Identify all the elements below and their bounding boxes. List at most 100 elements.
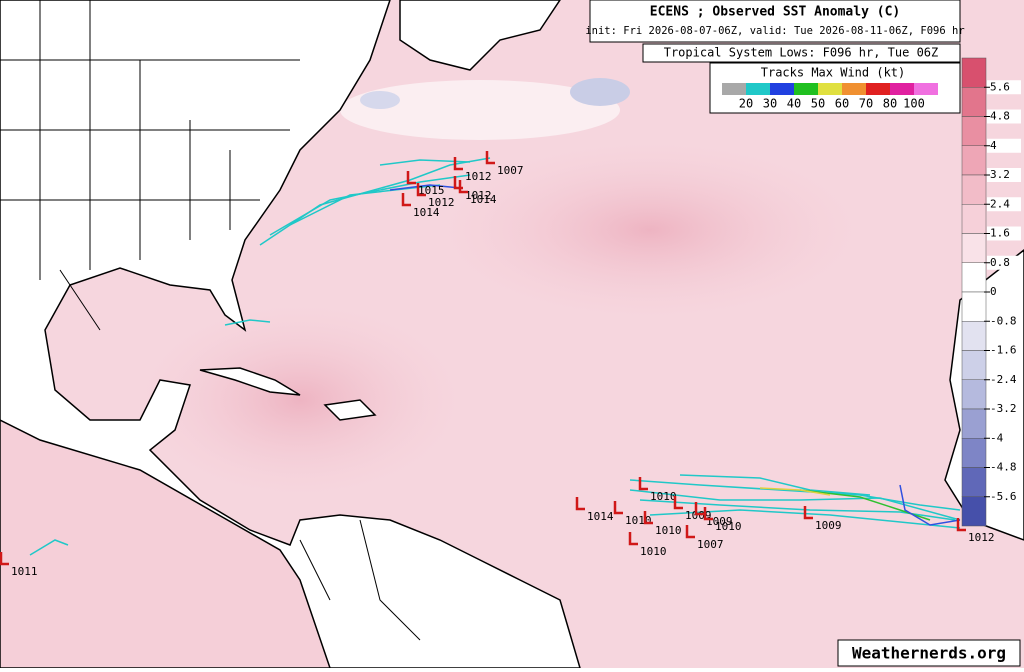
- lows-title: Tropical System Lows: F096 hr, Tue 06Z: [664, 46, 939, 60]
- low-label: 1010: [640, 545, 667, 558]
- low-label: 1010: [625, 514, 652, 527]
- colorbar-label-bg: [987, 109, 1021, 124]
- colorbar-cell: [961, 408, 987, 439]
- anomaly: [390, 120, 910, 340]
- legend-label: 60: [835, 97, 849, 111]
- title: ECENS ; Observed SST Anomaly (C): [650, 5, 900, 20]
- cuba: [199, 367, 301, 396]
- legend-title: Tracks Max Wind (kt): [761, 66, 906, 80]
- colorbar-cell: [961, 291, 987, 322]
- colorbar-label-bg: [987, 80, 1021, 95]
- colorbar-cell: [961, 438, 987, 468]
- colorbar-cell: [961, 116, 987, 146]
- legend-label: 40: [787, 97, 801, 111]
- watermark: Weathernerds.org: [852, 644, 1006, 663]
- colorbar-label: -2.4: [990, 373, 1017, 386]
- colorbar-cell: [961, 467, 987, 497]
- colorbar-label-bg: [987, 372, 1021, 387]
- low-label: 1010: [655, 524, 682, 537]
- colorbar-label: 4.8: [990, 110, 1010, 123]
- colorbar-label: -4.8: [990, 461, 1017, 474]
- low-label: 1014: [413, 206, 440, 219]
- low-marker: [458, 180, 468, 194]
- canada: [399, 0, 561, 71]
- low-marker: [673, 496, 683, 510]
- low-label: 1012: [465, 189, 492, 202]
- legend-label: 50: [811, 97, 825, 111]
- colorbar-label-bg: [987, 343, 1021, 358]
- low-marker: [575, 497, 585, 511]
- legend-label: 80: [883, 97, 897, 111]
- low-label: 1011: [11, 565, 38, 578]
- colorbar-label: -1.6: [990, 344, 1017, 357]
- colorbar-label: 5.6: [990, 80, 1010, 93]
- colorbar-cell: [961, 321, 987, 351]
- anomaly: [360, 91, 400, 109]
- colorbar-label-bg: [987, 285, 1021, 299]
- colorbar-cell: [961, 350, 987, 380]
- subtitle: init: Fri 2026-08-07-06Z, valid: Tue 202…: [585, 25, 964, 37]
- colorbar-cell: [961, 145, 987, 176]
- low-label: 1012: [465, 170, 492, 183]
- colorbar-label: 4: [990, 139, 997, 152]
- low-label: 1014: [587, 510, 614, 523]
- colorbar-label: 0: [990, 285, 997, 298]
- low-marker: [643, 511, 653, 525]
- colorbar-label-bg: [987, 489, 1021, 504]
- colorbar-label-bg: [987, 226, 1021, 241]
- low-marker: [803, 506, 813, 520]
- legend-label: 100: [903, 97, 925, 111]
- colorbar-label: -4: [990, 431, 1004, 444]
- colorbar-label: 1.6: [990, 227, 1010, 240]
- colorbar-label: -5.6: [990, 490, 1017, 503]
- colorbar-label: 0.8: [990, 256, 1010, 269]
- low-label: 1014: [470, 193, 497, 206]
- low-label: 1012: [428, 196, 455, 209]
- lows-title-box: [642, 43, 961, 63]
- colorbar-cell: [961, 57, 987, 88]
- low-marker: [956, 518, 966, 532]
- low-label: 1007: [497, 164, 524, 177]
- colorbar-label: 2.4: [990, 197, 1010, 210]
- low-label: 1009: [815, 519, 842, 532]
- colorbar-cell: [961, 233, 987, 263]
- legend-swatches: [722, 83, 938, 95]
- colorbar-cell: [961, 262, 987, 293]
- colorbar-label-bg: [987, 197, 1021, 212]
- colorbar-label-bg: [987, 460, 1021, 475]
- anomaly: [100, 280, 500, 520]
- low-marker: [416, 183, 426, 197]
- low-marker: [0, 552, 9, 566]
- colorbar-label-bg: [987, 168, 1021, 182]
- borders: [0, 0, 421, 641]
- legend-label: 70: [859, 97, 873, 111]
- low-label: 1010: [650, 490, 677, 503]
- low-marker: [685, 525, 695, 539]
- colorbar-label: 3.2: [990, 168, 1010, 181]
- colorbar-label-bg: [987, 402, 1021, 416]
- colorbar-label: -3.2: [990, 402, 1017, 415]
- title-box: [589, 0, 961, 43]
- low-marker: [694, 502, 704, 516]
- colorbar-cell: [961, 87, 987, 117]
- low-marker: [613, 501, 623, 515]
- low-marker: [703, 507, 713, 521]
- colorbar-cell: [961, 496, 987, 527]
- colorbar-label: -0.8: [990, 314, 1017, 327]
- anomaly: [340, 80, 620, 140]
- colorbar-cell: [961, 174, 987, 205]
- low-marker: [406, 171, 416, 185]
- low-marker: [401, 193, 411, 207]
- colorbar: 5.6 4.8 4 3.2 2.4 1.6 0.8 0 -0.8 -1.6 -2.4 -3.2 -4 -4…: [961, 57, 1021, 527]
- tracks: [29, 157, 961, 556]
- colorbar-label-bg: [987, 255, 1021, 270]
- colorbar-label-bg: [987, 431, 1021, 446]
- hispaniola: [323, 399, 377, 421]
- colorbar-label-bg: [987, 138, 1021, 153]
- low-marker: [638, 477, 648, 491]
- anomaly: [570, 78, 630, 106]
- legend-label: 20: [739, 97, 753, 111]
- colorbar-cell: [961, 379, 987, 410]
